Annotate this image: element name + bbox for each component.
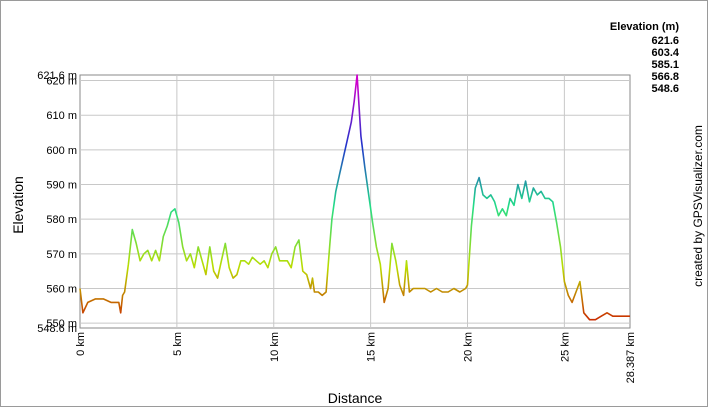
x-tick-label: 28.387 km bbox=[625, 332, 637, 383]
y-extreme-label: 548.6 m bbox=[37, 323, 77, 335]
legend: Elevation (m) 621.6 603.4 585.1 566.8 54… bbox=[610, 21, 680, 95]
y-tick-label: 580 m bbox=[46, 214, 77, 226]
legend-entry-max: 621.6 bbox=[651, 35, 679, 47]
y-tick-label: 590 m bbox=[46, 180, 77, 192]
x-tick-label: 20 km bbox=[463, 332, 475, 362]
x-tick-label: 10 km bbox=[269, 332, 281, 362]
y-tick-label: 620 m bbox=[46, 76, 77, 88]
legend-entry-mid: 585.1 bbox=[651, 59, 679, 71]
y-tick-label: 560 m bbox=[46, 283, 77, 295]
tick-labels: 550 m 560 m 570 m 580 m 590 m 600 m 610 m 620 m… bbox=[37, 70, 637, 383]
y-axis-label: Elevation bbox=[10, 176, 26, 234]
x-tick-label: 15 km bbox=[366, 332, 378, 362]
legend-entry-lower: 566.8 bbox=[651, 71, 679, 83]
legend-entry-upper: 603.4 bbox=[651, 47, 679, 59]
x-tick-label: 5 km bbox=[172, 332, 184, 356]
y-tick-label: 610 m bbox=[46, 110, 77, 122]
credit-text: created by GPSVisualizer.com bbox=[691, 125, 705, 287]
y-tick-label: 600 m bbox=[46, 145, 77, 157]
legend-title: Elevation (m) bbox=[610, 21, 679, 33]
elevation-series-line bbox=[79, 74, 630, 321]
y-extreme-label: 621.6 m bbox=[37, 70, 77, 82]
y-tick-label: 550 m bbox=[46, 318, 77, 330]
x-axis-label: Distance bbox=[328, 390, 383, 406]
x-tick-label: 25 km bbox=[559, 332, 571, 362]
grid bbox=[80, 75, 630, 328]
y-tick-label: 570 m bbox=[46, 249, 77, 261]
x-tick-label: 0 km bbox=[75, 332, 87, 356]
legend-entry-min: 548.6 bbox=[651, 83, 679, 95]
plot-area bbox=[79, 74, 631, 329]
